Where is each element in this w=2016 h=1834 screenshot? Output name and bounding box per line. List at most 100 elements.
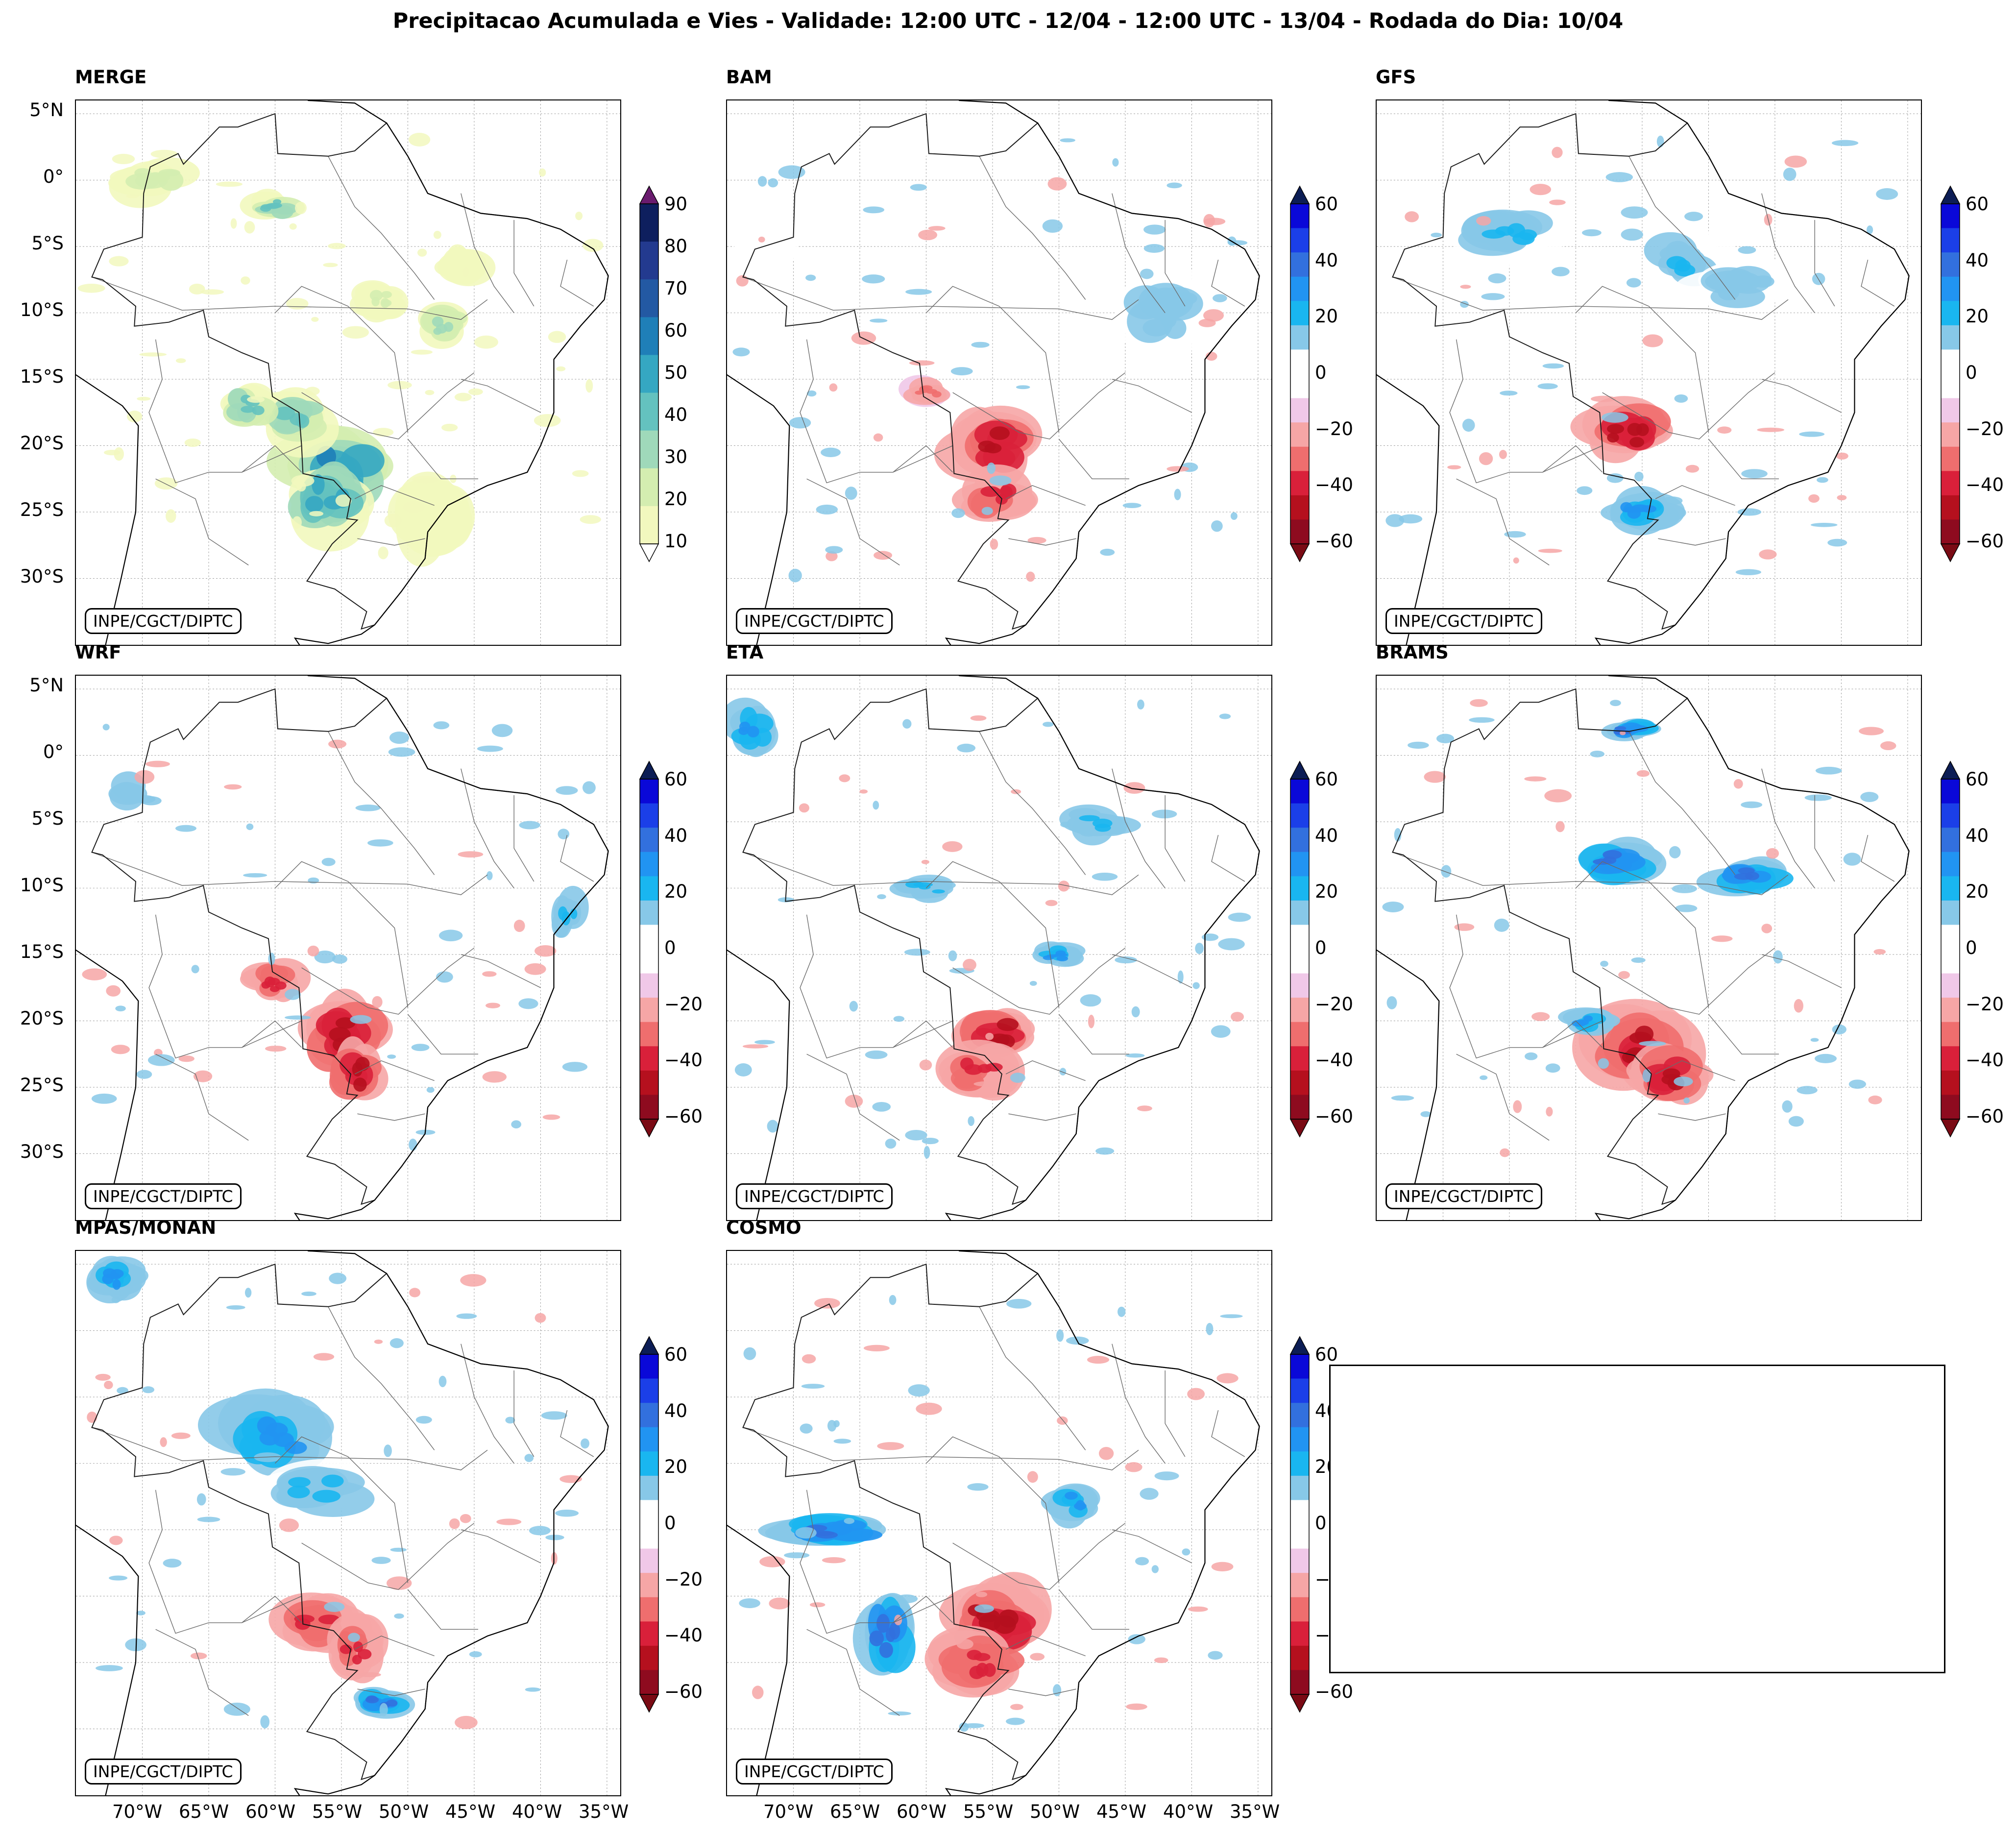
lat-tick: 5°S: [31, 233, 64, 254]
precip-speckle: [1605, 172, 1633, 182]
state-border: [1058, 439, 1130, 480]
precip-speckle: [1735, 569, 1761, 575]
colorbar-tick: 40: [664, 404, 688, 425]
precip-speckle: [1080, 994, 1101, 1007]
precip-speckle: [921, 859, 929, 864]
precip-speckle: [1499, 450, 1507, 459]
precip-speckle: [1581, 229, 1602, 237]
precip-speckle: [908, 1384, 930, 1397]
precip-blob: [927, 135, 945, 141]
colorbar-segment: [1290, 1095, 1309, 1120]
precip-speckle: [873, 801, 879, 810]
state-border: [743, 1427, 1139, 1470]
precip-speckle: [408, 133, 431, 147]
colorbar-tick: −60: [1315, 1106, 1354, 1127]
colorbar-tick: 40: [664, 1400, 688, 1421]
colorbar-segment: [640, 279, 658, 318]
precip-speckle: [139, 352, 167, 357]
precip-speckle: [1601, 412, 1628, 423]
precip-speckle: [1394, 828, 1402, 842]
precip-speckle: [191, 965, 199, 974]
state-border: [148, 339, 209, 484]
precip-speckle: [1711, 935, 1733, 942]
state-border: [893, 1020, 953, 1048]
precip-speckle: [865, 1050, 888, 1059]
colorbar-tick: 10: [664, 531, 688, 552]
lat-tick: 5°N: [29, 99, 64, 121]
precip-speckle: [1494, 918, 1509, 932]
state-border: [1165, 220, 1186, 307]
state-border: [1602, 947, 1775, 1015]
state-border: [1658, 538, 1726, 546]
precip-speckle: [959, 1722, 969, 1732]
colorbar-segment: [1941, 973, 1960, 998]
colorbar-segment: [1290, 228, 1309, 253]
precip-speckle: [1836, 452, 1848, 460]
state-border: [209, 1020, 302, 1048]
colorbar-tick: −60: [1315, 531, 1354, 552]
state-border: [1112, 1344, 1166, 1464]
colorbar-tick: 30: [664, 446, 688, 467]
precip-speckle: [784, 1552, 810, 1559]
precip-speckle: [1140, 269, 1154, 279]
precip-speckle: [1642, 334, 1663, 347]
precip-speckle: [1827, 538, 1847, 547]
colorbar-segment: [1941, 228, 1960, 253]
precip-blob: [267, 978, 280, 986]
colorbar-segment: [1290, 828, 1309, 853]
colorbar-tick: 60: [664, 1344, 688, 1365]
colorbar-segment: [640, 1645, 658, 1671]
colorbar-segment: [640, 973, 658, 998]
colorbar-segment: [640, 355, 658, 393]
precip-blob: [1734, 873, 1754, 880]
precip-speckle: [1219, 713, 1231, 719]
precip-speckle: [313, 1353, 335, 1361]
colorbar-extend-max: [1940, 185, 1961, 204]
colorbar-segment: [1290, 519, 1309, 544]
colorbar-segment: [640, 900, 658, 926]
state-border: [301, 1522, 475, 1590]
colorbar-segment: [640, 1597, 658, 1622]
colorbar-outline: [1290, 1354, 1310, 1695]
precip-blob: [1065, 1492, 1078, 1500]
precip-speckle: [1211, 1025, 1231, 1038]
precip-blob: [382, 299, 392, 307]
precip-blob: [241, 406, 255, 413]
colorbar-segment: [1941, 349, 1960, 374]
state-border: [407, 1014, 479, 1055]
precip-speckle: [1220, 1314, 1243, 1319]
precip-blob: [1674, 264, 1696, 277]
precip-speckle: [111, 1296, 120, 1303]
state-border: [1392, 276, 1789, 320]
precip-speckle: [1126, 1703, 1147, 1710]
precip-speckle: [950, 367, 973, 376]
precip-speckle: [905, 289, 932, 295]
colorbar-bias-wrf: [639, 760, 659, 1138]
precip-speckle: [1848, 1079, 1867, 1089]
precip-speckle: [805, 274, 816, 281]
precip-speckle: [942, 841, 963, 852]
precip-blob: [353, 1077, 367, 1092]
precip-speckle: [1188, 1606, 1208, 1612]
coastline: [76, 1251, 609, 1795]
colorbar-segment: [1941, 374, 1960, 399]
precip-blob: [1073, 1502, 1087, 1510]
colorbar-segment: [1290, 900, 1309, 926]
precip-speckle: [821, 447, 841, 457]
precip-speckle: [279, 1518, 299, 1532]
data-features: [732, 125, 1248, 583]
colorbar-segment: [1290, 1548, 1309, 1573]
precip-speckle: [1530, 184, 1552, 196]
colorbar-segment: [1941, 1022, 1960, 1047]
precip-speckle: [244, 1288, 252, 1298]
precip-blob: [1055, 950, 1066, 956]
map-panel-merge: INPE/CGCT/DIPTC: [75, 99, 621, 646]
precip-speckle: [923, 1146, 930, 1159]
state-border: [1005, 1060, 1086, 1081]
precip-speckle: [1177, 970, 1184, 984]
precip-speckle: [1203, 309, 1224, 322]
precip-speckle: [111, 1045, 130, 1054]
colorbar-tick: 80: [664, 236, 688, 257]
precip-speckle: [539, 168, 546, 177]
precip-blob: [1607, 433, 1619, 443]
